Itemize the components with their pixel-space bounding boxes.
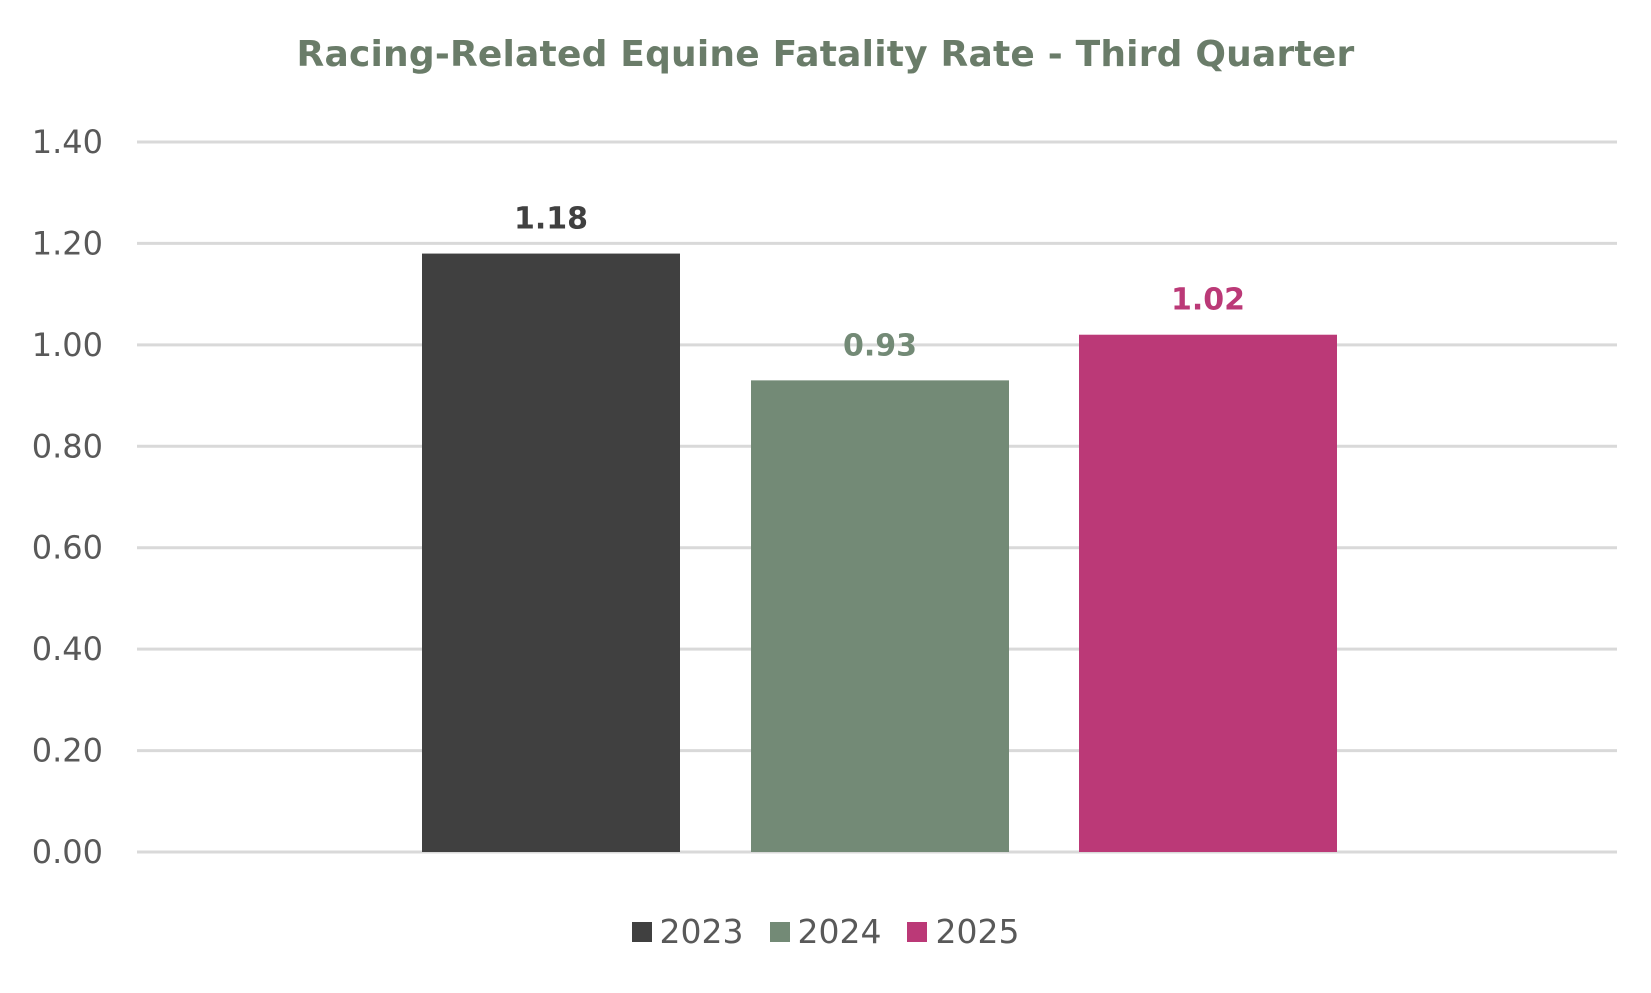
legend: 2023 2024 2025 [0,912,1651,951]
chart-title: Racing-Related Equine Fatality Rate - Th… [296,34,1355,75]
data-label-2025: 1.02 [1171,283,1245,318]
bar-2023 [422,253,680,853]
y-tick-label: 0.60 [32,529,103,567]
legend-item-2023: 2023 [631,912,744,951]
legend-label: 2025 [935,912,1020,951]
legend-label: 2024 [797,912,882,951]
data-labels: 1.18 0.93 1.02 [514,202,1245,364]
legend-swatch [769,921,790,942]
legend-item-2025: 2025 [907,912,1019,951]
bar-2025 [1079,334,1337,852]
data-label-2024: 0.93 [843,328,917,363]
legend-swatch [907,921,928,942]
y-tick-label: 0.80 [32,427,103,465]
y-tick-label: 0.40 [32,630,103,668]
bars [422,253,1337,853]
y-tick-label: 0.00 [32,833,103,871]
y-tick-label: 1.00 [32,326,103,364]
legend-label: 2023 [659,912,744,951]
y-tick-label: 1.40 [32,123,103,161]
y-axis-ticks: 0.00 0.20 0.40 0.60 0.80 1.00 1.20 1.40 [32,123,103,871]
legend-swatch [631,921,652,942]
bar-2024 [751,380,1009,852]
y-tick-label: 1.20 [32,224,103,262]
y-tick-label: 0.20 [32,732,103,770]
data-label-2023: 1.18 [514,202,588,237]
legend-item-2024: 2024 [769,912,882,951]
